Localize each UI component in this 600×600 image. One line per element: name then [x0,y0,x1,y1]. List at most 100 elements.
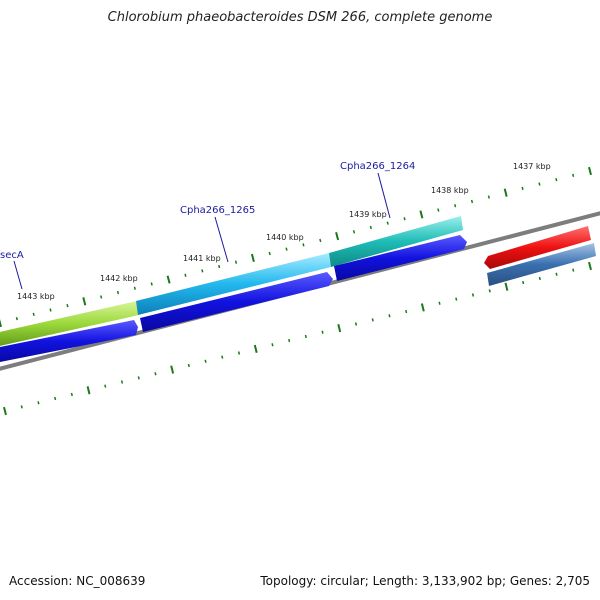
kbp-label-1442: 1442 kbp [100,274,138,283]
minor-tick [187,363,190,368]
kbp-labels: 1443 kbp 1442 kbp 1441 kbp 1440 kbp 1439… [17,162,551,301]
major-tick [503,188,508,197]
minor-tick [66,304,69,308]
major-tick [588,261,592,271]
minor-tick [268,251,271,256]
kbp-label-1439: 1439 kbp [349,210,387,219]
major-tick [419,210,424,219]
major-tick [504,282,509,291]
minor-tick [285,247,288,251]
gene-reverse-red[interactable] [484,226,591,269]
minor-tick [471,293,475,297]
gene-labels: secA Cpha266_1265 Cpha266_1264 [0,161,415,290]
cds-arrow-cpha266-1265[interactable] [140,272,333,332]
forward-cds-features [0,235,467,363]
minor-tick [120,380,124,384]
minor-tick [218,264,221,269]
minor-tick [487,195,490,199]
map-title: Chlorobium phaeobacteroides DSM 266, com… [107,10,493,25]
minor-tick [572,173,575,177]
kbp-label-1438: 1438 kbp [431,186,469,195]
minor-tick [352,230,356,234]
minor-tick [319,238,322,243]
major-tick [253,344,258,353]
kbp-label-1440: 1440 kbp [266,233,304,242]
minor-tick [454,204,457,208]
minor-tick [538,276,541,281]
minor-tick [204,359,207,363]
accession-text: Accession: NC_008639 [9,574,146,588]
minor-tick [184,273,187,277]
gene-cpha266-1265[interactable] [136,253,331,315]
minor-tick [538,182,541,186]
minor-tick [470,199,474,204]
minor-tick [154,372,157,376]
inner-tick-marks [3,261,592,416]
outer-tick-marks [0,166,592,328]
minor-tick [403,217,406,221]
minor-tick [369,225,372,230]
major-tick [335,232,340,241]
kbp-label-1437: 1437 kbp [513,162,551,171]
minor-tick [437,208,440,212]
minor-tick [271,343,274,347]
gene-label-secA: secA [0,250,24,261]
minor-tick [150,282,153,286]
minor-tick [555,272,558,276]
minor-tick [20,405,23,409]
minor-tick [388,314,391,318]
minor-tick [288,338,291,343]
minor-tick [555,178,558,182]
minor-tick [438,301,441,305]
kbp-label-1441: 1441 kbp [183,254,221,263]
gene-label-cpha266-1265: Cpha266_1265 [180,205,255,216]
minor-tick [137,376,140,380]
minor-tick [304,334,307,339]
major-tick [166,275,171,284]
cds-arrow-cpha266-1264[interactable] [334,235,467,281]
minor-tick [455,297,458,301]
gene-secA[interactable] [0,301,139,347]
minor-tick [354,322,358,326]
leader-line-cpha266-1265 [214,216,229,263]
minor-tick [221,355,224,359]
minor-tick [104,384,107,388]
major-tick [420,303,425,312]
minor-tick [15,317,18,321]
minor-tick [386,221,389,225]
gene-cpha266-1264[interactable] [329,216,463,267]
kbp-label-1443: 1443 kbp [17,292,55,301]
cds-arrow-secA[interactable] [0,320,138,363]
minor-tick [49,308,52,312]
major-tick [0,318,2,328]
minor-tick [572,268,575,272]
minor-tick [201,269,204,273]
gene-label-cpha266-1264: Cpha266_1264 [340,161,415,172]
minor-tick [37,401,40,405]
major-tick [250,253,255,262]
gene-reverse-steel[interactable] [487,243,596,286]
leader-line-secA [13,260,23,290]
minor-tick [237,351,241,355]
minor-tick [521,186,524,190]
leader-line-cpha266-1264 [377,172,391,219]
minor-tick [302,243,305,247]
minor-tick [100,295,103,299]
minor-tick [133,286,136,290]
minor-tick [488,289,491,293]
genome-stats-text: Topology: circular; Length: 3,133,902 bp… [260,574,590,588]
reverse-gene-features [484,226,596,286]
minor-tick [116,290,120,295]
major-tick [86,386,91,395]
forward-gene-features [0,216,463,347]
minor-tick [321,330,324,334]
minor-tick [32,312,35,316]
minor-tick [234,260,238,264]
minor-tick [522,280,525,285]
minor-tick [70,392,73,397]
minor-tick [54,396,57,401]
minor-tick [405,309,408,314]
major-tick [337,324,342,333]
major-tick [170,365,175,374]
